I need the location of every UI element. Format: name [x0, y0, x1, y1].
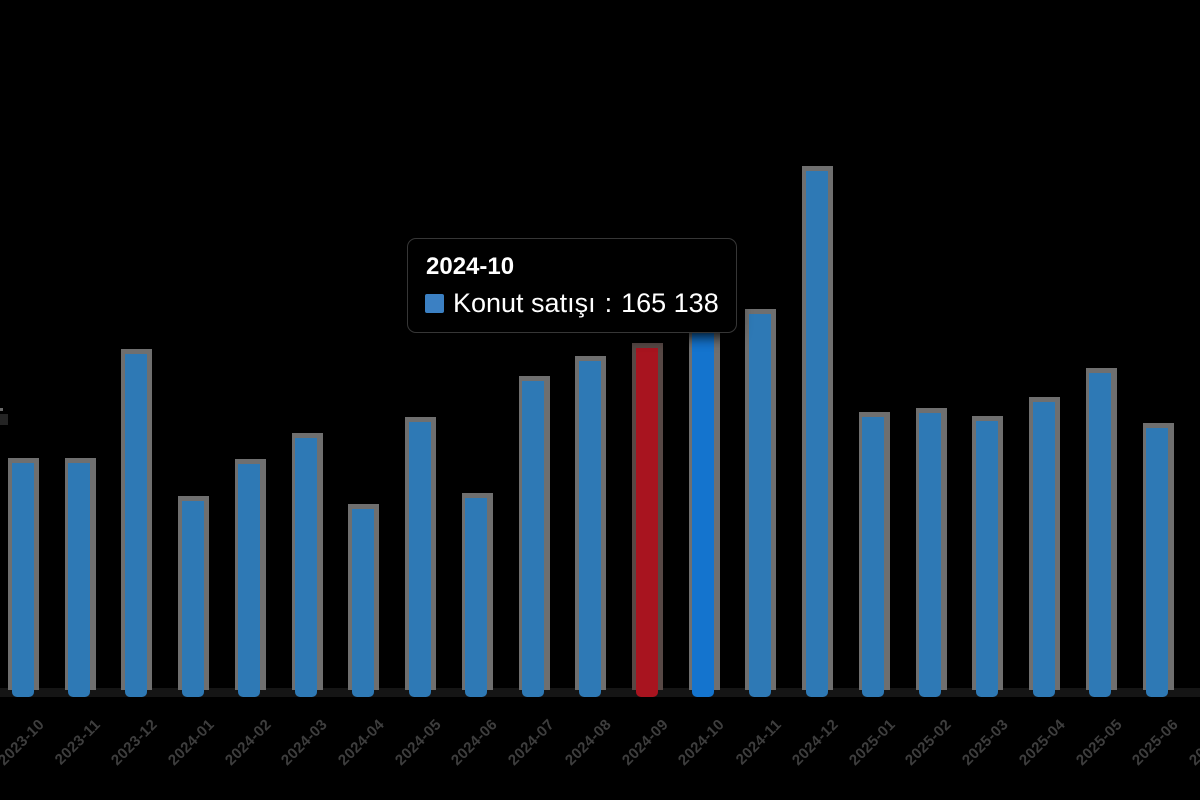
bar-2024-08[interactable] — [575, 356, 607, 697]
bar-2024-04[interactable] — [348, 504, 380, 697]
x-axis-label-2024-05: 2024-05 — [391, 716, 445, 769]
x-axis-label-2024-07: 2024-07 — [505, 716, 559, 769]
bar-fill-2024-02 — [238, 464, 261, 697]
bar-2024-05[interactable] — [405, 417, 437, 697]
bar-fill-2023-12 — [124, 354, 147, 697]
bar-2024-07[interactable] — [518, 376, 550, 697]
bar-fill-2024-03 — [295, 438, 318, 697]
bar-fill-2024-04 — [351, 509, 374, 697]
x-axis-label-2025-04: 2025-04 — [1015, 716, 1069, 769]
x-axis-label-2024-04: 2024-04 — [334, 716, 388, 769]
bar-fill-2025-04 — [1032, 402, 1055, 697]
bar-2024-12[interactable] — [802, 166, 834, 697]
x-axis-label-2025-01: 2025-01 — [845, 716, 899, 769]
bar-fill-2025-06 — [1146, 428, 1169, 697]
tooltip-value: 165 138 — [621, 288, 719, 318]
bar-2025-01[interactable] — [858, 412, 890, 697]
bar-2023-10[interactable] — [8, 458, 39, 697]
bar-fill-2025-02 — [919, 413, 942, 697]
x-axis-label-2024-09: 2024-09 — [618, 716, 672, 769]
x-axis-label-2024-12: 2024-12 — [788, 716, 842, 769]
bar-2025-06[interactable] — [1142, 423, 1174, 697]
bar-2023-12[interactable] — [121, 349, 153, 697]
bar-2025-02[interactable] — [915, 408, 947, 697]
bar-2024-10[interactable] — [688, 283, 720, 697]
bar-fill-2023-11 — [68, 463, 91, 697]
x-axis-label-2023-12: 2023-12 — [108, 716, 161, 769]
bar-fill-2024-11 — [748, 314, 771, 697]
bar-fill-2024-05 — [408, 422, 431, 697]
bar-fill-2024-07 — [522, 381, 545, 697]
x-axis-label-2025-07: 2025-07 — [1185, 716, 1200, 769]
x-axis-label-2024-08: 2024-08 — [561, 716, 615, 769]
bar-fill-2024-10 — [692, 288, 715, 697]
bar-2024-01[interactable] — [178, 496, 210, 697]
bar-fill-2025-03 — [975, 421, 998, 697]
bar-2024-02[interactable] — [234, 459, 266, 697]
x-axis-label-2024-01: 2024-01 — [164, 716, 218, 769]
x-axis-label-2024-03: 2024-03 — [278, 716, 332, 769]
bar-2023-11[interactable] — [64, 458, 96, 697]
tooltip-series-label: Konut satışı — [453, 288, 596, 318]
tooltip-row: Konut satışı: 165 138 — [425, 290, 719, 317]
bar-2025-05[interactable] — [1085, 368, 1117, 697]
bar-2024-03[interactable] — [291, 433, 323, 697]
x-axis-label-2025-06: 2025-06 — [1129, 716, 1183, 769]
bar-2025-04[interactable] — [1029, 397, 1061, 697]
x-axis-label-2024-10: 2024-10 — [675, 716, 729, 769]
bar-2024-11[interactable] — [745, 309, 777, 697]
x-axis-label-2025-05: 2025-05 — [1072, 716, 1126, 769]
bar-fill-2024-06 — [465, 498, 488, 697]
bar-fill-2025-01 — [862, 417, 885, 697]
bar-2025-03[interactable] — [972, 416, 1004, 697]
bar-fill-2023-10 — [11, 463, 34, 697]
bar-2024-06[interactable] — [461, 493, 493, 697]
bar-2024-09[interactable] — [632, 343, 664, 697]
x-axis-label-2025-03: 2025-03 — [958, 716, 1012, 769]
bar-fill-2024-09 — [635, 348, 658, 697]
bar-fill-2024-08 — [578, 361, 601, 697]
clipped-axis-fragment-dot — [0, 408, 3, 411]
bar-fill-2025-05 — [1089, 373, 1112, 697]
bar-fill-2024-12 — [805, 171, 828, 697]
tooltip: 2024-10 Konut satışı: 165 138 — [407, 238, 737, 333]
x-axis-label-2024-02: 2024-02 — [221, 716, 275, 769]
x-axis-label-2023-10: 2023-10 — [0, 716, 48, 769]
x-axis-label-2025-02: 2025-02 — [902, 716, 956, 769]
x-axis-label-2024-06: 2024-06 — [448, 716, 502, 769]
tooltip-separator: : — [604, 288, 613, 318]
x-axis-label-2024-11: 2024-11 — [732, 716, 786, 769]
tooltip-title: 2024-10 — [426, 253, 515, 280]
bar-fill-2024-01 — [181, 501, 204, 697]
series-swatch-icon — [425, 294, 444, 313]
clipped-axis-fragment — [0, 414, 8, 425]
x-axis-label-2023-11: 2023-11 — [51, 716, 105, 769]
